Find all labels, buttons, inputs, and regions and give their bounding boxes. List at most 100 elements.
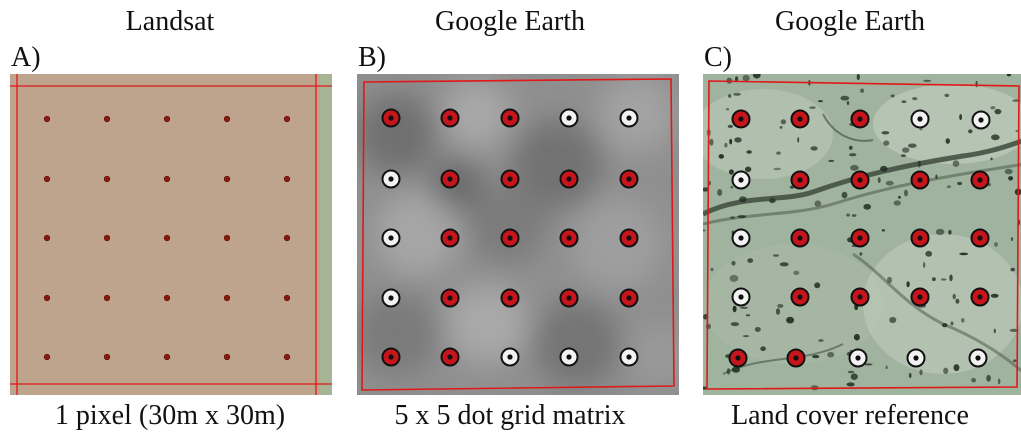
vegetation-speck: [961, 318, 965, 323]
vegetation-speck: [850, 373, 858, 381]
vegetation-speck: [1010, 267, 1015, 272]
vegetation-speck: [810, 146, 818, 151]
vegetation-speck: [907, 143, 917, 148]
vegetation-speck: [881, 229, 885, 232]
vegetation-speck: [846, 213, 850, 217]
vegetation-speck: [703, 187, 709, 192]
dot-center: [388, 176, 394, 182]
sample-point: [103, 234, 111, 242]
panel-a-title: Landsat: [125, 6, 215, 37]
sample-point: [163, 234, 171, 242]
dot-center: [626, 176, 632, 182]
dot-center: [626, 235, 632, 241]
vegetation-speck: [990, 106, 996, 110]
panel-c-label: C): [704, 42, 732, 73]
vegetation-speck: [1009, 328, 1019, 332]
vegetation-speck: [814, 200, 822, 207]
sample-point: [43, 294, 51, 302]
dot-center: [857, 116, 863, 122]
vegetation-speck: [935, 174, 938, 179]
dot-center: [388, 235, 394, 241]
dot-center: [566, 235, 572, 241]
vegetation-speck: [827, 351, 835, 358]
google-earth-detailed-image: [703, 74, 1021, 395]
vegetation-speck: [850, 164, 859, 171]
panel-b-label: B): [358, 42, 386, 73]
vegetation-speck: [952, 293, 956, 300]
vegetation-speck: [948, 229, 952, 235]
dot-center: [738, 177, 744, 183]
sample-point: [43, 353, 51, 361]
panel-c-caption: Land cover reference: [731, 400, 969, 431]
vegetation-speck: [731, 260, 736, 266]
dot-center: [857, 177, 863, 183]
vegetation-speck: [900, 154, 906, 158]
landsat-neighbor-edge: [320, 74, 332, 395]
vegetation-speck: [923, 79, 932, 82]
vegetation-speck: [729, 274, 739, 282]
vegetation-speck: [883, 140, 890, 146]
dot-center: [917, 235, 923, 241]
dot-center: [917, 177, 923, 183]
vegetation-speck: [818, 339, 824, 342]
vegetation-speck: [728, 94, 732, 98]
dot-center: [797, 116, 803, 122]
sample-point: [163, 175, 171, 183]
vegetation-speck: [1004, 168, 1013, 175]
dot-center: [626, 115, 632, 121]
vegetation-speck: [730, 216, 735, 219]
dot-center: [978, 117, 984, 123]
vegetation-speck: [922, 262, 926, 268]
vegetation-speck: [893, 200, 901, 206]
sample-point: [163, 353, 171, 361]
vegetation-speck: [890, 94, 895, 98]
vegetation-speck: [957, 181, 962, 186]
vegetation-speck: [849, 153, 857, 157]
sample-point: [43, 115, 51, 123]
vegetation-speck: [860, 88, 865, 93]
vegetation-speck: [943, 367, 949, 374]
sample-point: [283, 115, 291, 123]
dot-center: [977, 235, 983, 241]
vegetation-speck: [739, 196, 747, 203]
dot-center: [507, 115, 513, 121]
vegetation-speck: [718, 154, 724, 159]
vegetation-speck: [971, 377, 976, 383]
vegetation-speck: [863, 203, 871, 210]
vegetation-speck: [986, 374, 991, 382]
dot-center: [738, 294, 744, 300]
dot-center: [797, 235, 803, 241]
dot-center: [738, 235, 744, 241]
pixel-outline: [706, 80, 1020, 390]
vegetation-speck: [889, 316, 897, 324]
vegetation-speck: [863, 363, 873, 366]
vegetation-speck: [1015, 130, 1019, 132]
dot-center: [566, 115, 572, 121]
vegetation-speck: [941, 323, 948, 328]
vegetation-speck: [944, 93, 950, 98]
dot-center: [797, 177, 803, 183]
vegetation-speck: [881, 131, 890, 135]
dot-center: [507, 176, 513, 182]
vegetation-speck: [953, 364, 960, 372]
vegetation-speck: [994, 108, 1002, 115]
vegetation-speck: [793, 270, 800, 275]
vegetation-speck: [733, 92, 741, 96]
vegetation-speck: [1012, 359, 1017, 363]
vegetation-speck: [710, 267, 714, 272]
panel-c-title: Google Earth: [774, 6, 926, 37]
panel-a: Landsat A) 1 pixel (30m x 30m): [0, 0, 340, 444]
pixel-boundary-lines: [10, 74, 332, 395]
sample-point: [103, 115, 111, 123]
sample-point: [283, 294, 291, 302]
dot-center: [447, 295, 453, 301]
vegetation-speck: [994, 242, 998, 247]
vegetation-speck: [856, 74, 860, 81]
panel-a-caption: 1 pixel (30m x 30m): [54, 400, 286, 431]
dot-center: [447, 176, 453, 182]
dot-center: [913, 355, 919, 361]
vegetation-speck: [744, 166, 752, 173]
vegetation-speck: [747, 258, 754, 263]
dot-center: [977, 177, 983, 183]
vegetation-speck: [737, 215, 747, 219]
